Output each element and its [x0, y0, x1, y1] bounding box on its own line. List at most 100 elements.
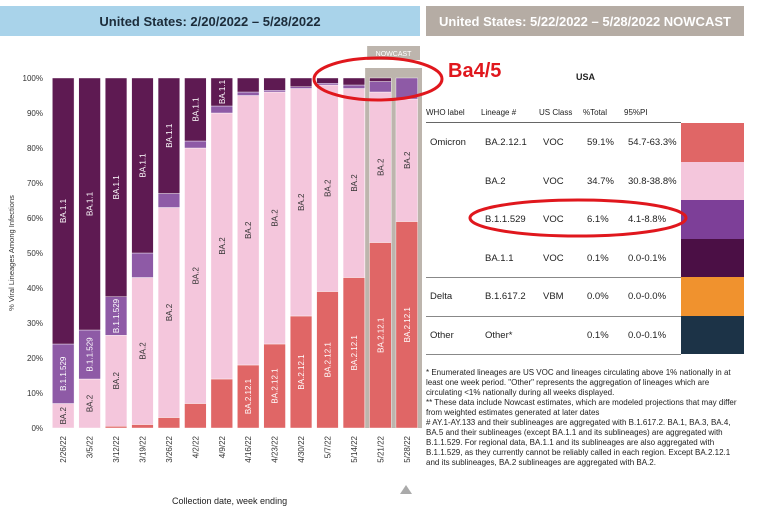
x-tick-label: 3/12/22	[112, 435, 121, 462]
table-cell: B.1.1.529	[485, 214, 526, 225]
table-cell: 0.0-0.1%	[628, 252, 667, 264]
bar-segment	[342, 77, 365, 86]
bar-segment	[395, 77, 418, 100]
x-tick-label: 5/21/22	[376, 435, 385, 462]
bar-data-label: BA.2	[59, 407, 68, 425]
bar-segment	[78, 77, 101, 331]
bar-data-label: BA.1.1	[191, 97, 200, 122]
bar-data-label: BA.1.1	[86, 191, 95, 216]
bar-segment	[184, 403, 207, 429]
bar-data-label: BA.2	[86, 394, 95, 412]
bar-segment	[210, 77, 233, 107]
variant-proportions-chart: NOWCAST 0% 10% 20% 30% 40% 50% 60% 70% 80% 90% 100%…	[7, 46, 422, 463]
y-tick-label: 60%	[27, 214, 43, 223]
bar-data-label: BA.2.12.1	[376, 317, 385, 353]
footnotes: * Enumerated lineages are US VOC and lin…	[426, 368, 744, 468]
bar-segment	[157, 77, 180, 194]
table-cell: 0.1%	[587, 329, 609, 341]
bar-segment	[131, 77, 154, 254]
row-group-divider	[426, 277, 681, 278]
lineage-color-swatch	[681, 238, 744, 277]
x-axis-title: Collection date, week ending	[172, 496, 288, 506]
table-header-cell: Lineage #	[481, 108, 517, 117]
x-tick-label: 2/26/22	[59, 435, 68, 462]
footnote-double-star: ** These data include Nowcast estimates,…	[426, 398, 737, 417]
lineage-color-swatch	[681, 200, 744, 239]
bar-data-label: BA.2	[376, 158, 385, 176]
bar-segment	[369, 81, 392, 93]
bar-segment	[52, 77, 75, 345]
table-cell: 0.0%	[587, 291, 609, 302]
x-tick-label: 3/5/22	[86, 435, 95, 458]
table-header-divider	[426, 122, 681, 123]
y-tick-label: 30%	[27, 319, 43, 328]
x-tick-label: 4/30/22	[297, 435, 306, 462]
y-tick-label: 70%	[27, 179, 43, 188]
bar-segment	[290, 86, 313, 89]
right-title-text: United States: 5/22/2022 – 5/28/2022 NOW…	[439, 13, 731, 29]
bar-segment	[105, 426, 128, 429]
x-tick-label: 3/19/22	[139, 435, 148, 462]
bar-data-label: BA.1.1	[59, 198, 68, 223]
bar-segment	[184, 140, 207, 149]
table-cell: VBM	[543, 291, 564, 302]
table-cell: BA.1.1	[485, 252, 514, 264]
bar-data-label: B.1.1.529	[59, 356, 68, 391]
x-tick-label: 4/23/22	[271, 435, 280, 462]
bar-data-label: BA.2.12.1	[324, 342, 333, 378]
bar-data-label: BA.1.1	[218, 79, 227, 104]
bar-segment	[157, 193, 180, 208]
footnote-hash: # AY.1-AY.133 and their sublineages are …	[426, 418, 731, 467]
lineage-color-swatch	[681, 123, 744, 162]
x-tick-label: 5/7/22	[324, 435, 333, 458]
bar-data-label: BA.2	[271, 209, 280, 227]
lineage-color-swatch	[681, 277, 744, 316]
table-cell: 4.1-8.8%	[628, 214, 667, 225]
footnote-star: * Enumerated lineages are US VOC and lin…	[426, 368, 731, 397]
table-header-cell: US Class	[539, 108, 573, 117]
bar-data-label: BA.2.12.1	[350, 335, 359, 371]
bar-data-label: BA.1.1	[139, 153, 148, 178]
table-cell: VOC	[543, 214, 564, 225]
table-cell: 59.1%	[587, 137, 614, 148]
y-tick-label: 20%	[27, 354, 43, 363]
y-tick-label: 90%	[27, 109, 43, 118]
bar-data-label: BA.2	[403, 151, 412, 169]
table-cell: 0.0-0.0%	[628, 291, 667, 302]
bar-segment	[237, 91, 260, 96]
bar-segment	[316, 83, 339, 86]
bar-data-label: BA.2	[139, 342, 148, 360]
bar-data-label: BA.2.12.1	[244, 378, 253, 414]
bar-data-label: BA.2	[191, 267, 200, 285]
x-tick-label: 5/14/22	[350, 435, 359, 462]
scroll-down-icon[interactable]	[400, 485, 412, 494]
x-tick-label: 4/9/22	[218, 435, 227, 458]
bar-data-label: BA.2	[112, 372, 121, 390]
ba45-annotation: Ba4/5	[448, 60, 502, 82]
y-tick-label: 10%	[27, 389, 43, 398]
bar-segment	[290, 77, 313, 87]
y-tick-label: 100%	[23, 74, 43, 83]
bar-segment	[184, 77, 207, 142]
bar-data-label: BA.2.12.1	[403, 307, 412, 343]
bar-segment	[369, 77, 392, 82]
bar-data-label: BA.2	[324, 179, 333, 197]
bar-data-label: BA.2	[297, 193, 306, 211]
row-group-divider	[426, 315, 681, 317]
table-header-cell: %Total	[583, 108, 608, 117]
bar-segment	[157, 417, 180, 429]
bar-segment	[263, 77, 286, 91]
bar-data-label: BA.2	[218, 237, 227, 255]
table-header-cell: 95%PI	[624, 108, 648, 117]
table-cell: Delta	[430, 291, 453, 302]
table-cell: 0.0-0.1%	[628, 329, 667, 341]
nowcast-tab-label: NOWCAST	[376, 51, 413, 58]
bar-data-label: BA.2	[350, 174, 359, 192]
bar-segment	[105, 77, 128, 297]
table-cell: Other*	[485, 329, 513, 341]
bar-data-label: B.1.1.529	[86, 337, 95, 372]
y-tick-label: 40%	[27, 284, 43, 293]
bar-data-label: BA.1.1	[165, 123, 174, 148]
table-bottom-divider	[426, 354, 681, 355]
y-tick-label: 80%	[27, 144, 43, 153]
